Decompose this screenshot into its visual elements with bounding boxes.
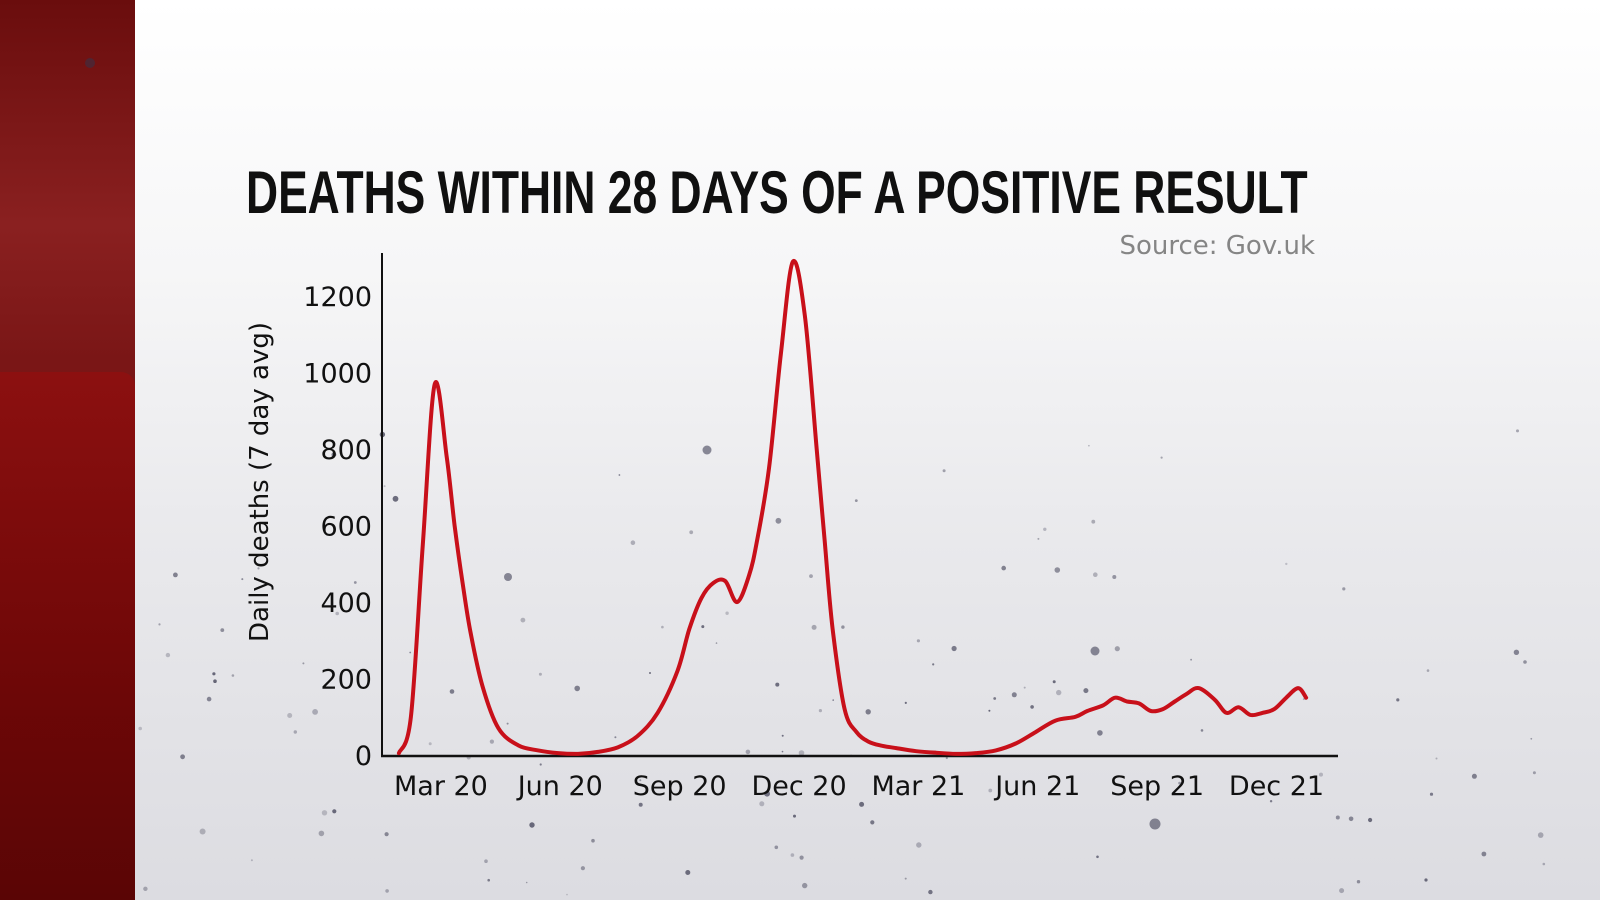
x-tick-label: Sep 21 [1110,771,1204,802]
x-tick-label: Dec 20 [751,771,846,802]
series-line-daily-deaths [396,258,1309,756]
y-tick-label: 200 [320,665,372,696]
x-tick-label: Sep 20 [633,771,727,802]
x-tick-label: Jun 21 [993,771,1080,802]
y-tick-label: 0 [355,741,372,772]
x-tick-label: Dec 21 [1229,771,1324,802]
y-tick-label: 400 [320,588,372,619]
x-tick-label: Jun 20 [516,771,603,802]
chart-title: DEATHS WITHIN 28 DAYS OF A POSITIVE RESU… [246,159,1308,226]
x-tick-label: Mar 21 [871,771,965,802]
red-side-tab [0,372,135,900]
x-tick-label: Mar 20 [394,771,488,802]
x-axis-ticks: Mar 20 Jun 20 Sep 20 Dec 20 Mar 21 Jun 21 Sep … [394,771,1324,802]
y-axis-ticks: 0 200 400 600 800 1000 1200 [303,282,372,772]
chart-source: Source: Gov.uk [1119,231,1315,261]
speckle-dots [85,58,1546,896]
y-axis-label: Daily deaths (7 day avg) [245,322,275,642]
y-tick-label: 600 [320,512,372,543]
chart-panel [135,0,1600,900]
y-tick-label: 1000 [303,359,372,390]
y-tick-label: 800 [320,435,372,466]
y-tick-label: 1200 [303,282,372,313]
